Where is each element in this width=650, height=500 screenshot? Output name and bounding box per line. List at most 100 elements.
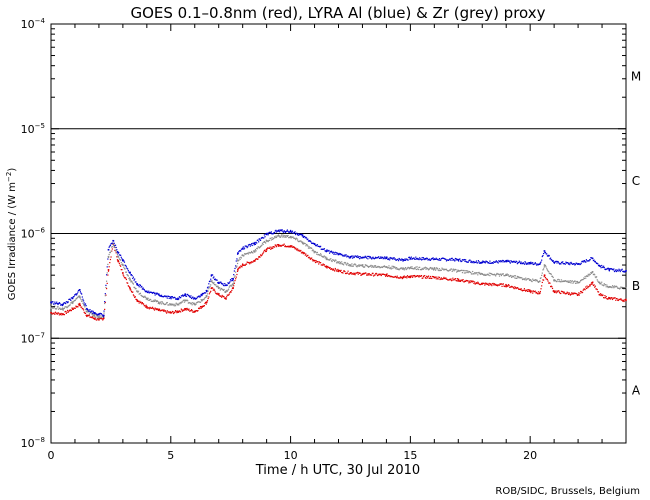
- data-point: [500, 260, 502, 262]
- data-point: [219, 295, 221, 297]
- data-point: [583, 288, 585, 290]
- data-point: [534, 278, 536, 281]
- data-point: [78, 305, 80, 307]
- data-point: [330, 251, 332, 253]
- data-point: [394, 258, 396, 260]
- data-point: [332, 259, 334, 261]
- data-point: [100, 317, 102, 320]
- data-point: [240, 257, 242, 259]
- data-point: [61, 304, 64, 307]
- data-point: [524, 279, 526, 281]
- data-point: [468, 282, 470, 284]
- data-point: [294, 237, 296, 240]
- data-point: [429, 266, 432, 269]
- data-point: [351, 273, 353, 275]
- data-point: [401, 267, 403, 269]
- data-point: [177, 298, 179, 301]
- data-point: [51, 313, 53, 315]
- data-point: [345, 254, 347, 256]
- data-point: [551, 275, 553, 277]
- data-point: [321, 255, 323, 258]
- data-point: [522, 278, 524, 280]
- data-point: [87, 309, 89, 311]
- data-point: [81, 300, 83, 302]
- data-point: [254, 259, 257, 261]
- data-point: [136, 284, 138, 286]
- data-point: [241, 264, 244, 266]
- data-point: [281, 236, 283, 238]
- data-point: [575, 280, 577, 283]
- data-point: [334, 251, 336, 253]
- data-point: [472, 281, 474, 283]
- data-point: [143, 303, 145, 305]
- data-point: [454, 278, 457, 280]
- data-point: [213, 288, 215, 290]
- data-point: [88, 315, 90, 317]
- data-point: [402, 259, 404, 261]
- data-point: [317, 261, 319, 263]
- data-point: [180, 308, 182, 310]
- data-point: [305, 255, 308, 257]
- y-tick-label: 10−7: [21, 331, 45, 345]
- data-point: [556, 280, 558, 283]
- data-point: [348, 264, 350, 266]
- data-point: [99, 317, 101, 320]
- data-point: [201, 299, 203, 302]
- data-point: [180, 302, 182, 304]
- data-point: [288, 237, 290, 239]
- data-point: [314, 261, 317, 264]
- data-point: [273, 232, 275, 234]
- data-point: [516, 261, 518, 263]
- data-point: [233, 274, 235, 276]
- data-point: [452, 258, 455, 261]
- data-point: [243, 255, 245, 257]
- data-point: [166, 302, 168, 304]
- data-point: [436, 276, 438, 278]
- data-point: [73, 307, 75, 309]
- data-point: [187, 300, 189, 302]
- data-point: [329, 267, 331, 269]
- data-point: [272, 232, 274, 235]
- x-tick-label: 15: [403, 449, 417, 462]
- data-point: [251, 251, 253, 254]
- data-point: [331, 260, 333, 263]
- data-point: [271, 246, 273, 248]
- data-point: [334, 252, 336, 254]
- data-point: [87, 314, 89, 317]
- data-point: [142, 295, 144, 298]
- data-point: [607, 286, 609, 289]
- data-point: [283, 243, 285, 245]
- data-point: [530, 280, 533, 282]
- data-point: [220, 288, 222, 290]
- data-point: [357, 256, 359, 259]
- data-point: [619, 288, 621, 290]
- data-point: [538, 280, 541, 283]
- data-point: [394, 276, 396, 278]
- data-point: [484, 262, 487, 264]
- data-point: [286, 230, 288, 232]
- data-point: [486, 282, 488, 284]
- data-point: [506, 260, 508, 263]
- data-point: [148, 299, 150, 301]
- data-point: [126, 267, 128, 269]
- data-point: [230, 291, 232, 293]
- data-point: [572, 282, 574, 284]
- data-point: [217, 282, 219, 285]
- data-point: [479, 283, 481, 286]
- data-point: [295, 248, 297, 250]
- data-point: [52, 303, 55, 305]
- data-point: [444, 258, 446, 260]
- data-point: [134, 288, 136, 290]
- data-point: [325, 250, 328, 252]
- data-point: [444, 277, 446, 280]
- data-point: [471, 262, 473, 264]
- data-point: [93, 317, 95, 320]
- data-point: [519, 276, 522, 279]
- data-point: [530, 290, 533, 292]
- data-point: [419, 258, 421, 260]
- data-point: [541, 281, 543, 284]
- data-point: [212, 277, 214, 279]
- data-point: [374, 256, 377, 258]
- data-point: [413, 267, 416, 269]
- data-point: [515, 260, 517, 262]
